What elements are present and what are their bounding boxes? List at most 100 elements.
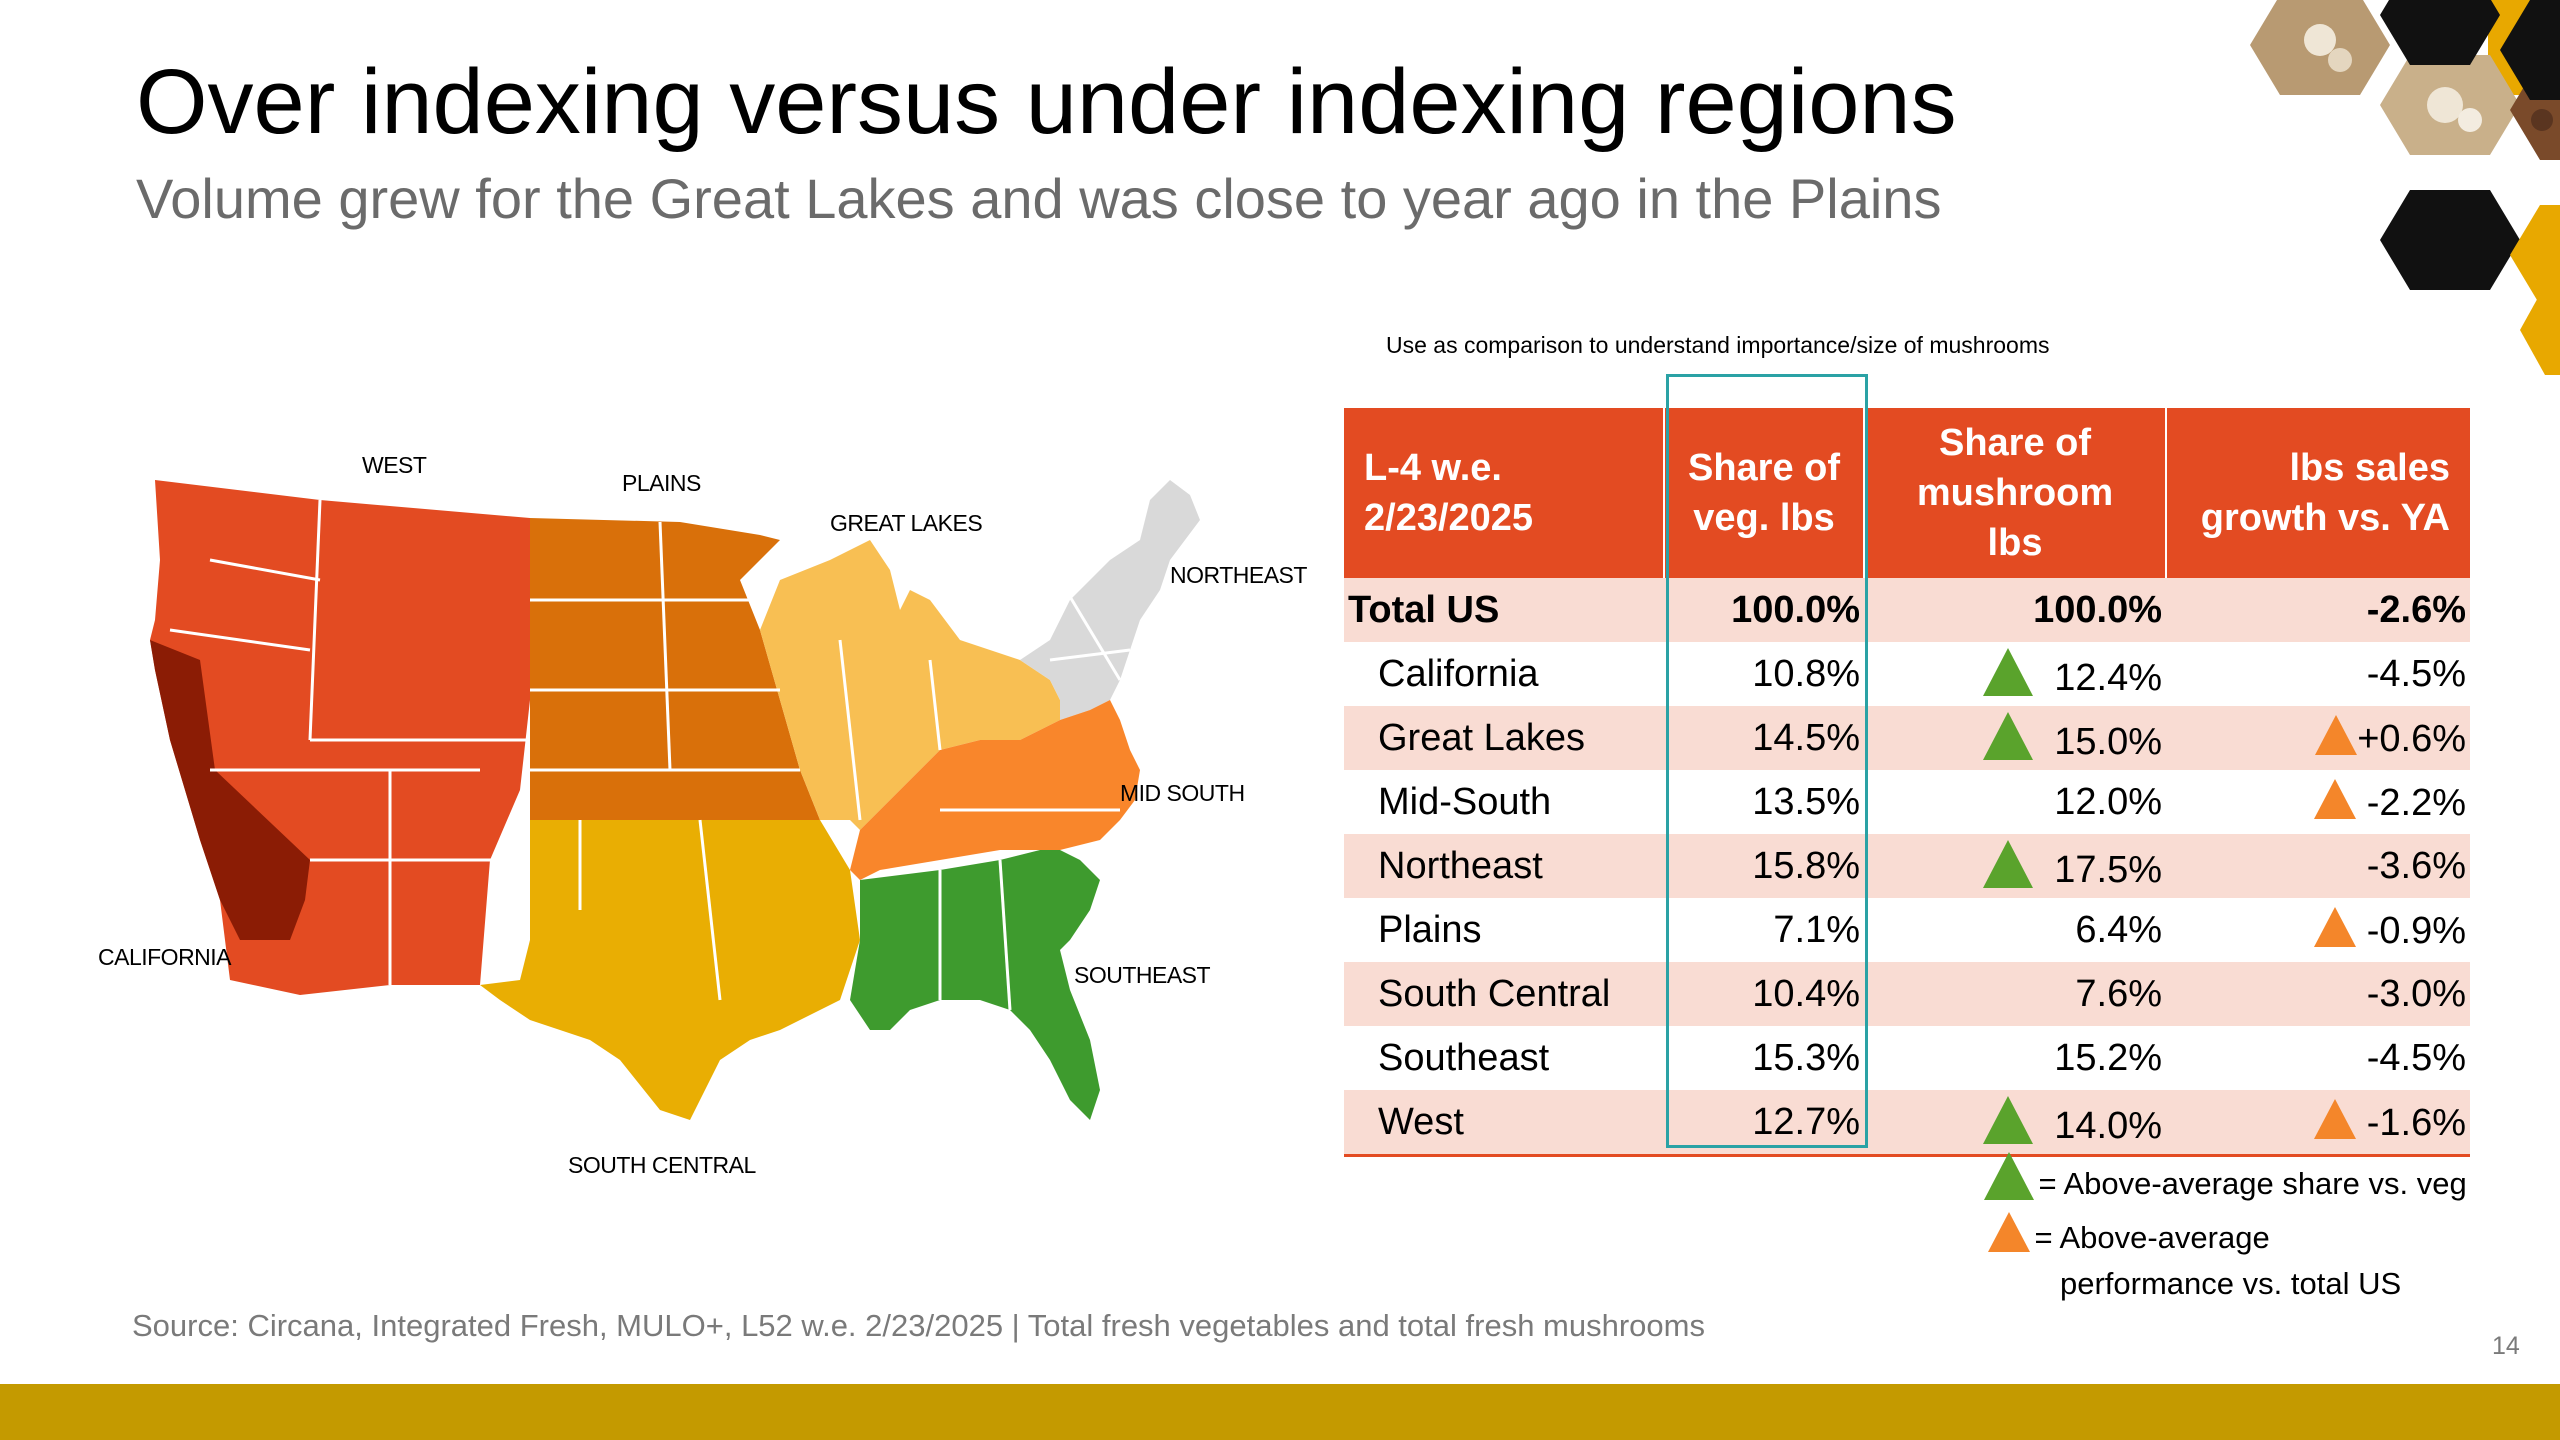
- row-share-mushroom: 6.4%: [2075, 908, 2162, 951]
- header-period: L-4 w.e. 2/23/2025: [1344, 408, 1664, 578]
- share-veg-highlight-box: [1666, 374, 1868, 1148]
- legend-orange: = Above-average: [1984, 1212, 2270, 1259]
- table-row: West 12.7% 14.0% -1.6%: [1344, 1090, 2470, 1157]
- row-share-veg: 10.4%: [1664, 962, 1864, 1026]
- comparison-note: Use as comparison to understand importan…: [1386, 332, 2050, 358]
- row-share-mushroom: 15.0%: [2054, 721, 2162, 763]
- row-share-mushroom: 14.0%: [2054, 1105, 2162, 1147]
- table-row: Plains 7.1% 6.4% -0.9%: [1344, 898, 2470, 962]
- table-row: Southeast 15.3% 15.2% -4.5%: [1344, 1026, 2470, 1090]
- map-label-mid-south: MID SOUTH: [1120, 780, 1245, 806]
- map-label-south-central: SOUTH CENTRAL: [568, 1152, 756, 1178]
- row-region: South Central: [1344, 962, 1664, 1026]
- table-row-total: Total US 100.0% 100.0% -2.6%: [1344, 578, 2470, 642]
- row-share-veg: 10.8%: [1752, 652, 1860, 695]
- row-growth: +0.6%: [2357, 718, 2466, 760]
- row-growth: -2.2%: [2366, 782, 2466, 824]
- row-region: California: [1378, 652, 1539, 695]
- row-share-mushroom: 7.6%: [1864, 962, 2166, 1026]
- slide-subtitle: Volume grew for the Great Lakes and was …: [136, 167, 1942, 230]
- row-share-mushroom-cell: 14.0%: [1864, 1090, 2166, 1157]
- row-growth: -2.6%: [2166, 578, 2470, 642]
- row-share-veg: 7.1%: [1773, 908, 1860, 951]
- row-region: Plains: [1378, 908, 1482, 951]
- header-share-veg: Share of veg. lbs: [1663, 408, 1864, 578]
- legend-green: = Above-average share vs. veg: [1984, 1152, 2467, 1205]
- row-growth-cell: -0.9%: [2166, 898, 2470, 962]
- region-data-table: L-4 w.e. 2/23/2025 Share of veg. lbs Sha…: [1344, 408, 2470, 1157]
- legend-orange-text-2: performance vs. total US: [2060, 1266, 2402, 1301]
- row-share-mushroom: 17.5%: [2054, 849, 2162, 891]
- mushroom-cap: [2458, 108, 2482, 132]
- row-growth: -4.5%: [2366, 652, 2466, 695]
- region-south-central: [480, 820, 860, 1120]
- table-row: Northeast 15.8% 17.5% -3.6%: [1344, 834, 2470, 898]
- header-growth: lbs sales growth vs. YA: [2165, 408, 2470, 578]
- table-row: Mid-South 13.5% 12.0% -2.2%: [1344, 770, 2470, 834]
- map-label-west: WEST: [362, 452, 427, 478]
- slide-title: Over indexing versus under indexing regi…: [136, 51, 1957, 153]
- legend-orange-text-1: = Above-average: [2034, 1220, 2270, 1255]
- row-share-mushroom-cell: 12.4%: [1864, 642, 2166, 706]
- green-triangle-icon: [1983, 1096, 2034, 1144]
- row-region: Great Lakes: [1344, 706, 1664, 770]
- row-share-mushroom: 15.2%: [2054, 1036, 2162, 1079]
- map-label-california: CALIFORNIA: [98, 944, 232, 970]
- hex-gold-1: [2510, 205, 2560, 305]
- hex-black-1: [2380, 0, 2500, 65]
- us-map-svg: [150, 480, 1200, 1120]
- row-share-veg: 14.5%: [1664, 706, 1864, 770]
- table-row: Great Lakes 14.5% 15.0% +0.6%: [1344, 706, 2470, 770]
- table-row: California 10.8% 12.4% -4.5%: [1344, 642, 2470, 706]
- row-growth: -3.0%: [2166, 962, 2470, 1026]
- row-region: Mid-South: [1378, 780, 1552, 823]
- hexagon-photo-decoration: [2250, 0, 2560, 375]
- green-triangle-icon: [1984, 1152, 2034, 1200]
- region-northeast: [1020, 480, 1200, 720]
- map-label-great-lakes: GREAT LAKES: [830, 510, 983, 536]
- us-region-map: WEST PLAINS GREAT LAKES NORTHEAST MID SO…: [60, 440, 1340, 1240]
- page-number: 14: [2492, 1332, 2520, 1360]
- hex-gold-2: [2520, 285, 2560, 375]
- row-share-mushroom-cell: 17.5%: [1864, 834, 2166, 898]
- row-growth: -3.6%: [2166, 834, 2470, 898]
- mushroom-cap: [2427, 87, 2463, 123]
- row-share-veg: 13.5%: [1752, 780, 1860, 823]
- table-row: South Central 10.4% 7.6% -3.0%: [1344, 962, 2470, 1026]
- orange-triangle-icon: [2314, 907, 2357, 947]
- region-california: [150, 640, 310, 940]
- row-region: West: [1344, 1090, 1664, 1157]
- row-share-mushroom: 12.4%: [2054, 657, 2162, 699]
- mushroom-cap: [2328, 48, 2352, 72]
- row-region: Southeast: [1378, 1036, 1550, 1079]
- orange-triangle-icon: [2314, 1099, 2357, 1139]
- green-triangle-icon: [1983, 648, 2034, 696]
- mushroom-cap: [2304, 24, 2336, 56]
- row-share-mushroom: 100.0%: [1864, 578, 2166, 642]
- row-growth: -1.6%: [2366, 1102, 2466, 1144]
- row-share-veg: 15.3%: [1752, 1036, 1860, 1079]
- row-region: Total US: [1344, 578, 1664, 642]
- row-share-veg: 15.8%: [1664, 834, 1864, 898]
- hex-black-3: [2380, 190, 2520, 290]
- footer-bar: [0, 1384, 2560, 1440]
- row-growth-cell: -2.2%: [2166, 770, 2470, 834]
- state-boundaries: [169, 499, 1131, 1011]
- green-triangle-icon: [1983, 712, 2034, 760]
- header-share-mushroom: Share of mushroom lbs: [1863, 408, 2166, 578]
- source-note: Source: Circana, Integrated Fresh, MULO+…: [132, 1308, 1705, 1343]
- row-growth-cell: +0.6%: [2166, 706, 2470, 770]
- region-mid-south: [850, 700, 1140, 880]
- row-growth: -0.9%: [2366, 910, 2466, 952]
- row-share-veg: 100.0%: [1664, 578, 1864, 642]
- row-region: Northeast: [1344, 834, 1664, 898]
- mushroom-cap: [2531, 109, 2553, 131]
- legend-green-text: = Above-average share vs. veg: [2038, 1166, 2467, 1201]
- orange-triangle-icon: [1988, 1212, 2030, 1252]
- region-plains: [530, 518, 820, 820]
- orange-triangle-icon: [2314, 779, 2357, 819]
- region-great-lakes: [760, 540, 1060, 830]
- row-share-mushroom-cell: 15.0%: [1864, 706, 2166, 770]
- row-share-mushroom: 12.0%: [2054, 780, 2162, 823]
- table-header-row: L-4 w.e. 2/23/2025 Share of veg. lbs Sha…: [1344, 408, 2470, 578]
